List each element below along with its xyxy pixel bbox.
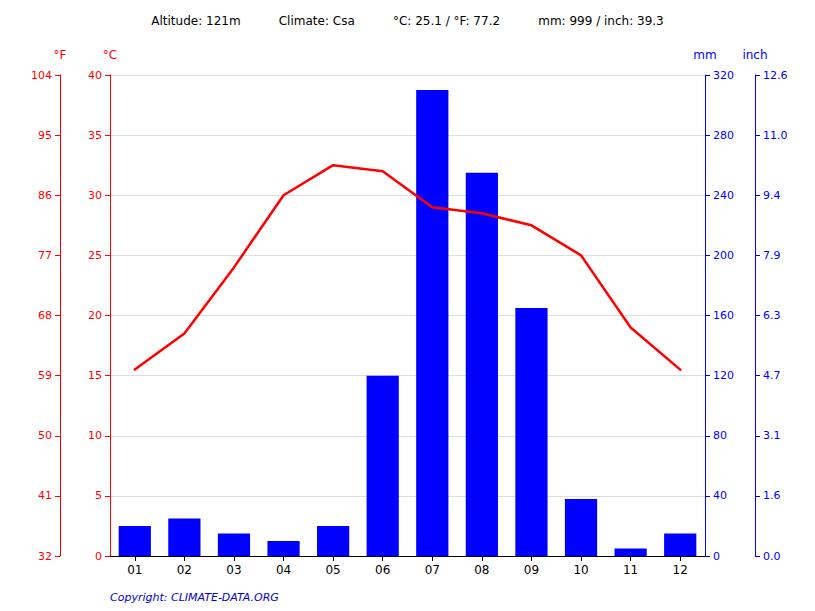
svg-text:200: 200 <box>713 249 734 262</box>
svg-text:50: 50 <box>38 429 52 442</box>
svg-text:10: 10 <box>573 563 588 577</box>
svg-text:Copyright: CLIMATE-DATA.ORG: Copyright: CLIMATE-DATA.ORG <box>110 591 279 604</box>
svg-text:59: 59 <box>38 369 52 382</box>
svg-text:Altitude: 121m Climat: Altitude: 121m Climate: Csa °C: 25.1 / °… <box>151 14 664 28</box>
svg-text:mm: mm <box>693 48 716 62</box>
svg-text:320: 320 <box>713 69 734 82</box>
svg-text:0: 0 <box>713 550 720 563</box>
svg-text:15: 15 <box>88 369 102 382</box>
svg-text:04: 04 <box>276 563 291 577</box>
svg-text:77: 77 <box>38 249 52 262</box>
svg-text:11.0: 11.0 <box>763 129 788 142</box>
svg-text:86: 86 <box>38 189 52 202</box>
svg-text:11: 11 <box>623 563 638 577</box>
svg-text:4.7: 4.7 <box>763 369 781 382</box>
svg-text:32: 32 <box>38 550 52 563</box>
svg-text:40: 40 <box>88 69 102 82</box>
svg-text:30: 30 <box>88 189 102 202</box>
svg-text:1.6: 1.6 <box>763 489 781 502</box>
svg-text:280: 280 <box>713 129 734 142</box>
svg-text:7.9: 7.9 <box>763 249 781 262</box>
svg-text:240: 240 <box>713 189 734 202</box>
svg-text:41: 41 <box>38 489 52 502</box>
svg-text:inch: inch <box>742 48 767 62</box>
svg-text:160: 160 <box>713 309 734 322</box>
svg-text:80: 80 <box>713 429 727 442</box>
svg-text:104: 104 <box>31 69 52 82</box>
svg-text:5: 5 <box>95 489 102 502</box>
svg-text:10: 10 <box>88 429 102 442</box>
svg-text:01: 01 <box>127 563 142 577</box>
svg-text:3.1: 3.1 <box>763 429 781 442</box>
svg-text:6.3: 6.3 <box>763 309 781 322</box>
svg-text:120: 120 <box>713 369 734 382</box>
svg-text:40: 40 <box>713 489 727 502</box>
svg-text:°F: °F <box>54 48 67 62</box>
svg-text:35: 35 <box>88 129 102 142</box>
svg-text:25: 25 <box>88 249 102 262</box>
svg-text:0.0: 0.0 <box>763 550 781 563</box>
svg-text:09: 09 <box>524 563 539 577</box>
svg-text:03: 03 <box>226 563 241 577</box>
svg-text:07: 07 <box>425 563 440 577</box>
svg-text:12: 12 <box>673 563 688 577</box>
svg-text:68: 68 <box>38 309 52 322</box>
svg-text:95: 95 <box>38 129 52 142</box>
svg-text:02: 02 <box>177 563 192 577</box>
svg-text:20: 20 <box>88 309 102 322</box>
svg-text:12.6: 12.6 <box>763 69 788 82</box>
svg-text:°C: °C <box>103 48 117 62</box>
svg-text:08: 08 <box>474 563 489 577</box>
svg-text:0: 0 <box>95 550 102 563</box>
svg-text:9.4: 9.4 <box>763 189 781 202</box>
svg-text:05: 05 <box>325 563 340 577</box>
svg-text:06: 06 <box>375 563 390 577</box>
